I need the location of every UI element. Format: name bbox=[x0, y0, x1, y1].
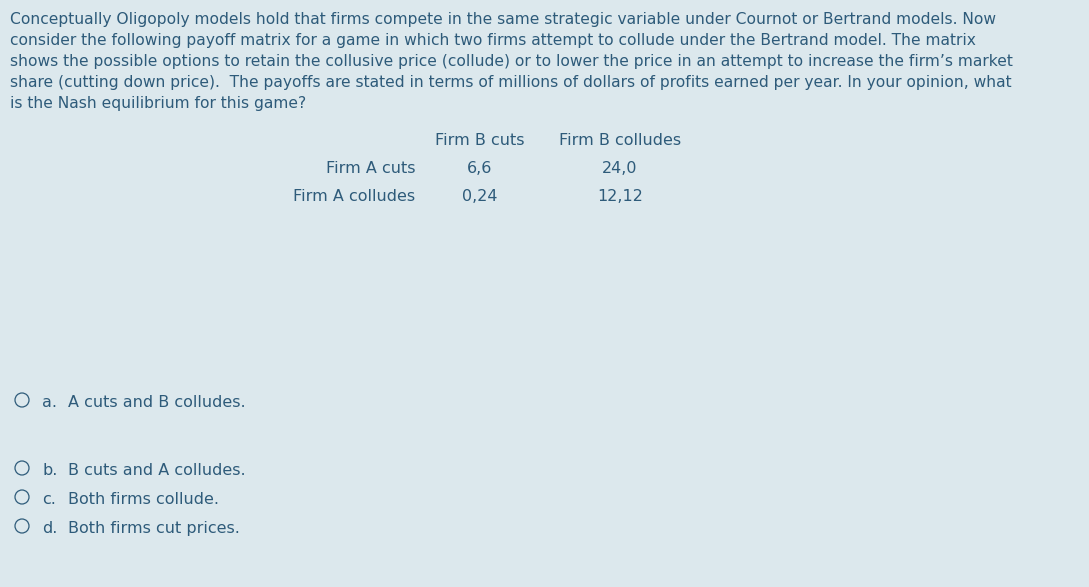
Text: B cuts and A colludes.: B cuts and A colludes. bbox=[68, 463, 246, 478]
Text: share (cutting down price).  The payoffs are stated in terms of millions of doll: share (cutting down price). The payoffs … bbox=[10, 75, 1012, 90]
Text: a.: a. bbox=[42, 395, 57, 410]
Text: 24,0: 24,0 bbox=[602, 161, 638, 176]
Text: c.: c. bbox=[42, 492, 56, 507]
Text: consider the following payoff matrix for a game in which two firms attempt to co: consider the following payoff matrix for… bbox=[10, 33, 976, 48]
Text: Firm A cuts: Firm A cuts bbox=[326, 161, 415, 176]
Text: Conceptually Oligopoly models hold that firms compete in the same strategic vari: Conceptually Oligopoly models hold that … bbox=[10, 12, 996, 27]
Text: A cuts and B colludes.: A cuts and B colludes. bbox=[68, 395, 246, 410]
Text: Both firms cut prices.: Both firms cut prices. bbox=[68, 521, 240, 536]
Text: b.: b. bbox=[42, 463, 58, 478]
Text: shows the possible options to retain the collusive price (collude) or to lower t: shows the possible options to retain the… bbox=[10, 54, 1013, 69]
Text: d.: d. bbox=[42, 521, 58, 536]
Text: Firm A colludes: Firm A colludes bbox=[293, 189, 415, 204]
Text: Both firms collude.: Both firms collude. bbox=[68, 492, 219, 507]
Text: 12,12: 12,12 bbox=[597, 189, 643, 204]
Text: 6,6: 6,6 bbox=[467, 161, 492, 176]
Text: Firm B cuts: Firm B cuts bbox=[436, 133, 525, 148]
Text: 0,24: 0,24 bbox=[462, 189, 498, 204]
Text: is the Nash equilibrium for this game?: is the Nash equilibrium for this game? bbox=[10, 96, 306, 111]
Text: Firm B colludes: Firm B colludes bbox=[559, 133, 681, 148]
